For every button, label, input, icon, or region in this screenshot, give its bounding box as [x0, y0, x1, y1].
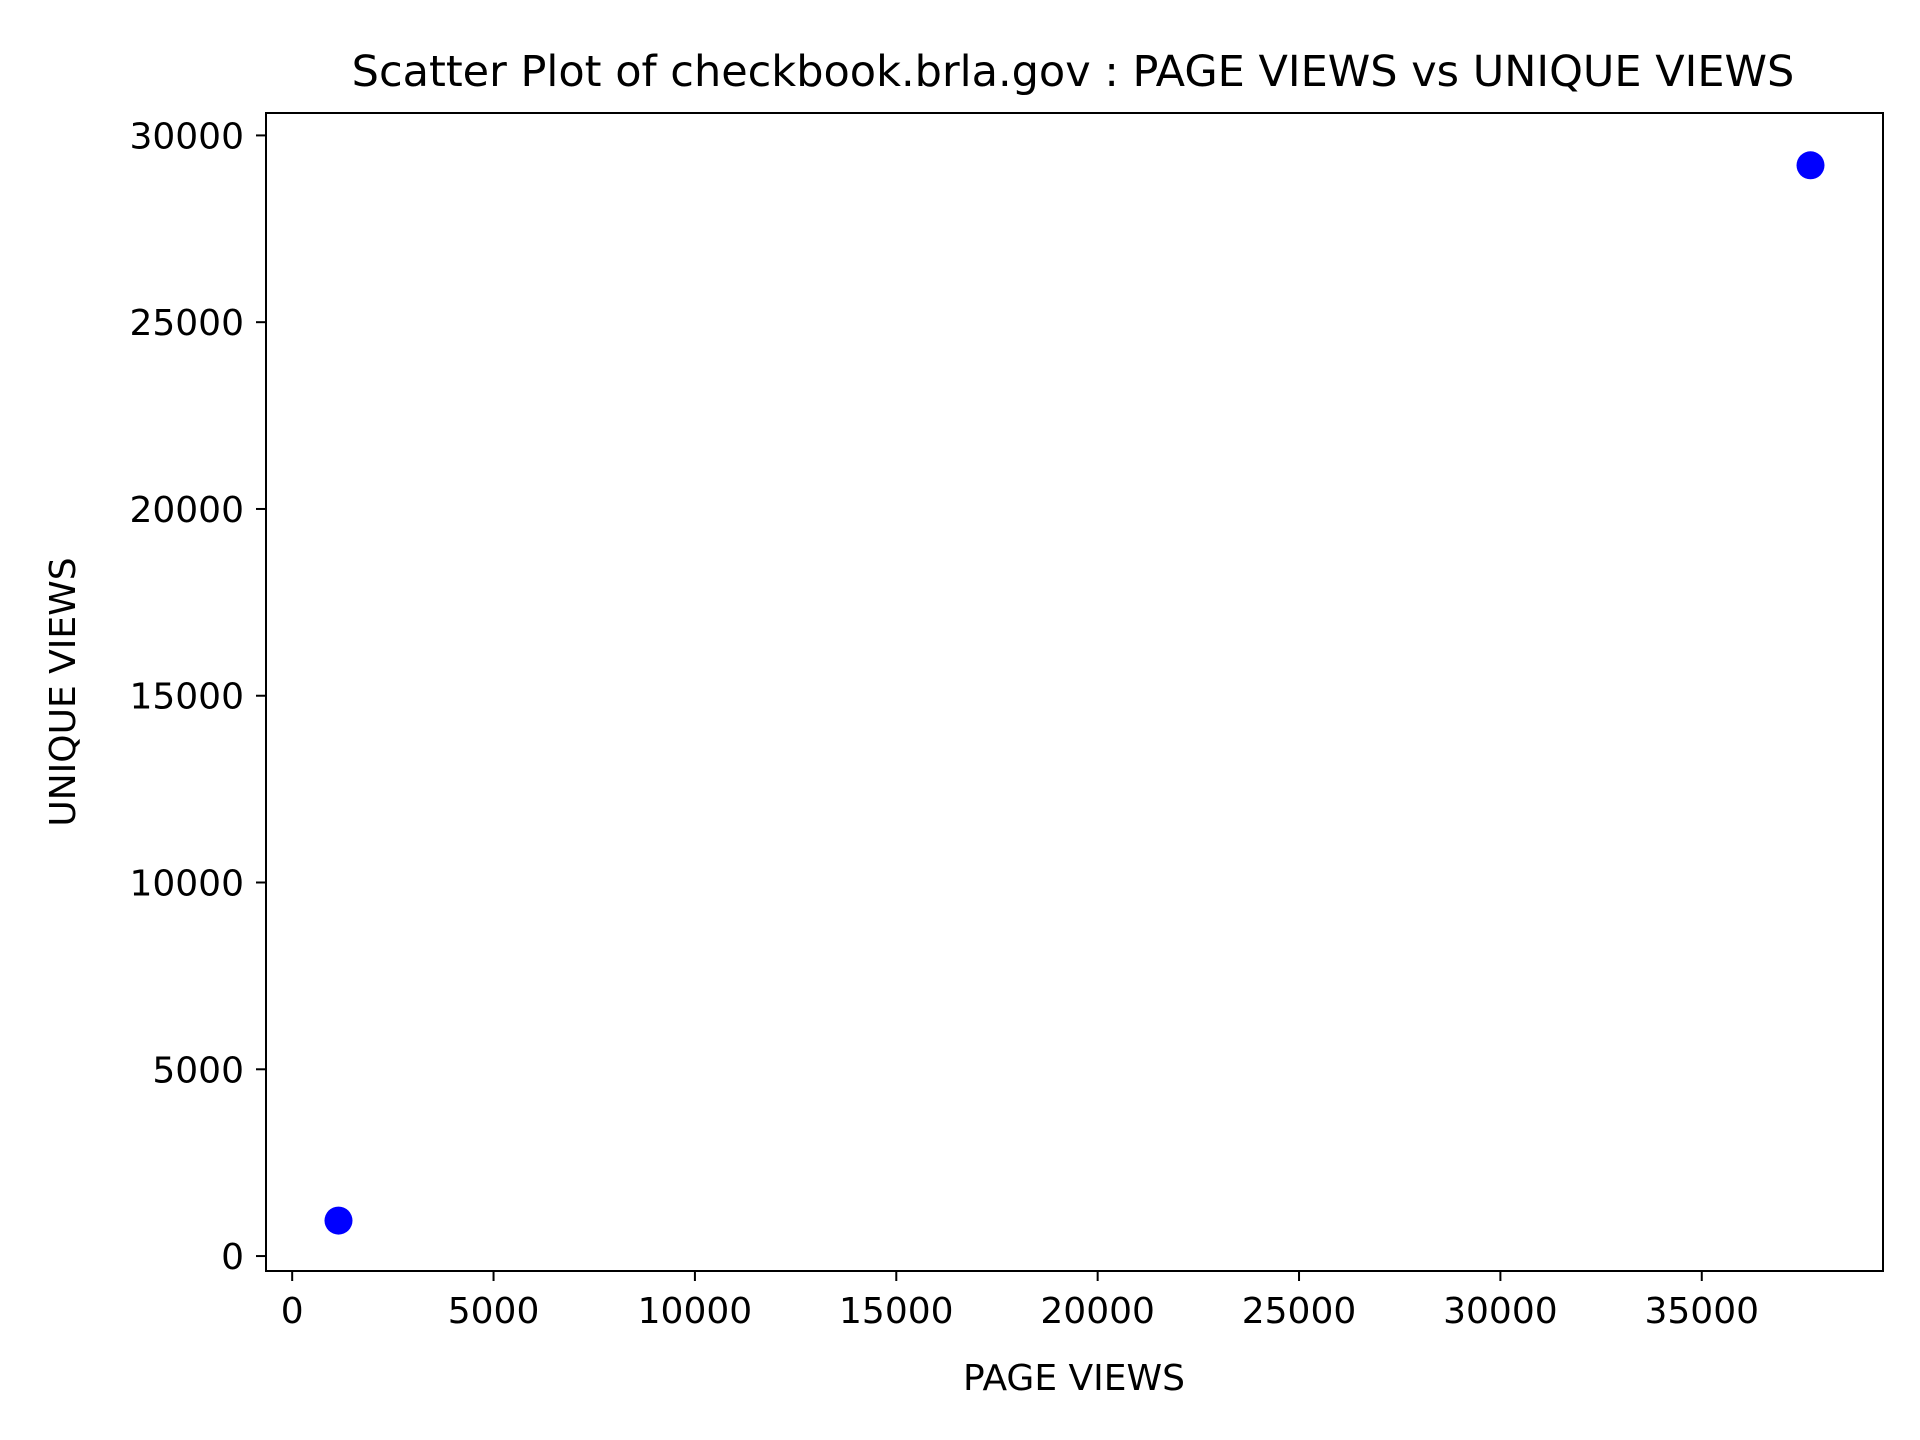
x-tick-label: 5000: [448, 1291, 540, 1332]
x-tick-label: 35000: [1645, 1291, 1760, 1332]
data-point: [324, 1206, 353, 1235]
y-tick-label: 10000: [129, 864, 244, 905]
data-point: [1796, 151, 1825, 180]
x-tick-label: 25000: [1242, 1291, 1357, 1332]
y-tick-label: 15000: [129, 677, 244, 718]
y-tick-label: 30000: [129, 116, 244, 157]
plot-frame: [265, 112, 1884, 1272]
y-tick-label: 25000: [129, 303, 244, 344]
x-tick-label: 10000: [638, 1291, 753, 1332]
plot-area: 0 5000 10000 15000 20000 25000 30000 35000 0 500…: [129, 112, 1884, 1332]
y-axis-label: UNIQUE VIEWS: [43, 557, 84, 826]
x-tick-label: 0: [281, 1291, 304, 1332]
y-axis-ticks: 0 5000 10000 15000 20000 25000 30000: [129, 116, 266, 1278]
x-axis-label: PAGE VIEWS: [963, 1358, 1185, 1399]
data-points: [324, 151, 1825, 1235]
chart-title: Scatter Plot of checkbook.brla.gov : PAG…: [352, 47, 1795, 97]
y-tick-label: 20000: [129, 490, 244, 531]
y-tick-label: 5000: [152, 1050, 244, 1091]
x-axis-ticks: 0 5000 10000 15000 20000 25000 30000 35000: [281, 1271, 1759, 1332]
y-tick-label: 0: [221, 1237, 244, 1278]
x-tick-label: 20000: [1040, 1291, 1155, 1332]
x-tick-label: 15000: [839, 1291, 954, 1332]
x-tick-label: 30000: [1443, 1291, 1558, 1332]
